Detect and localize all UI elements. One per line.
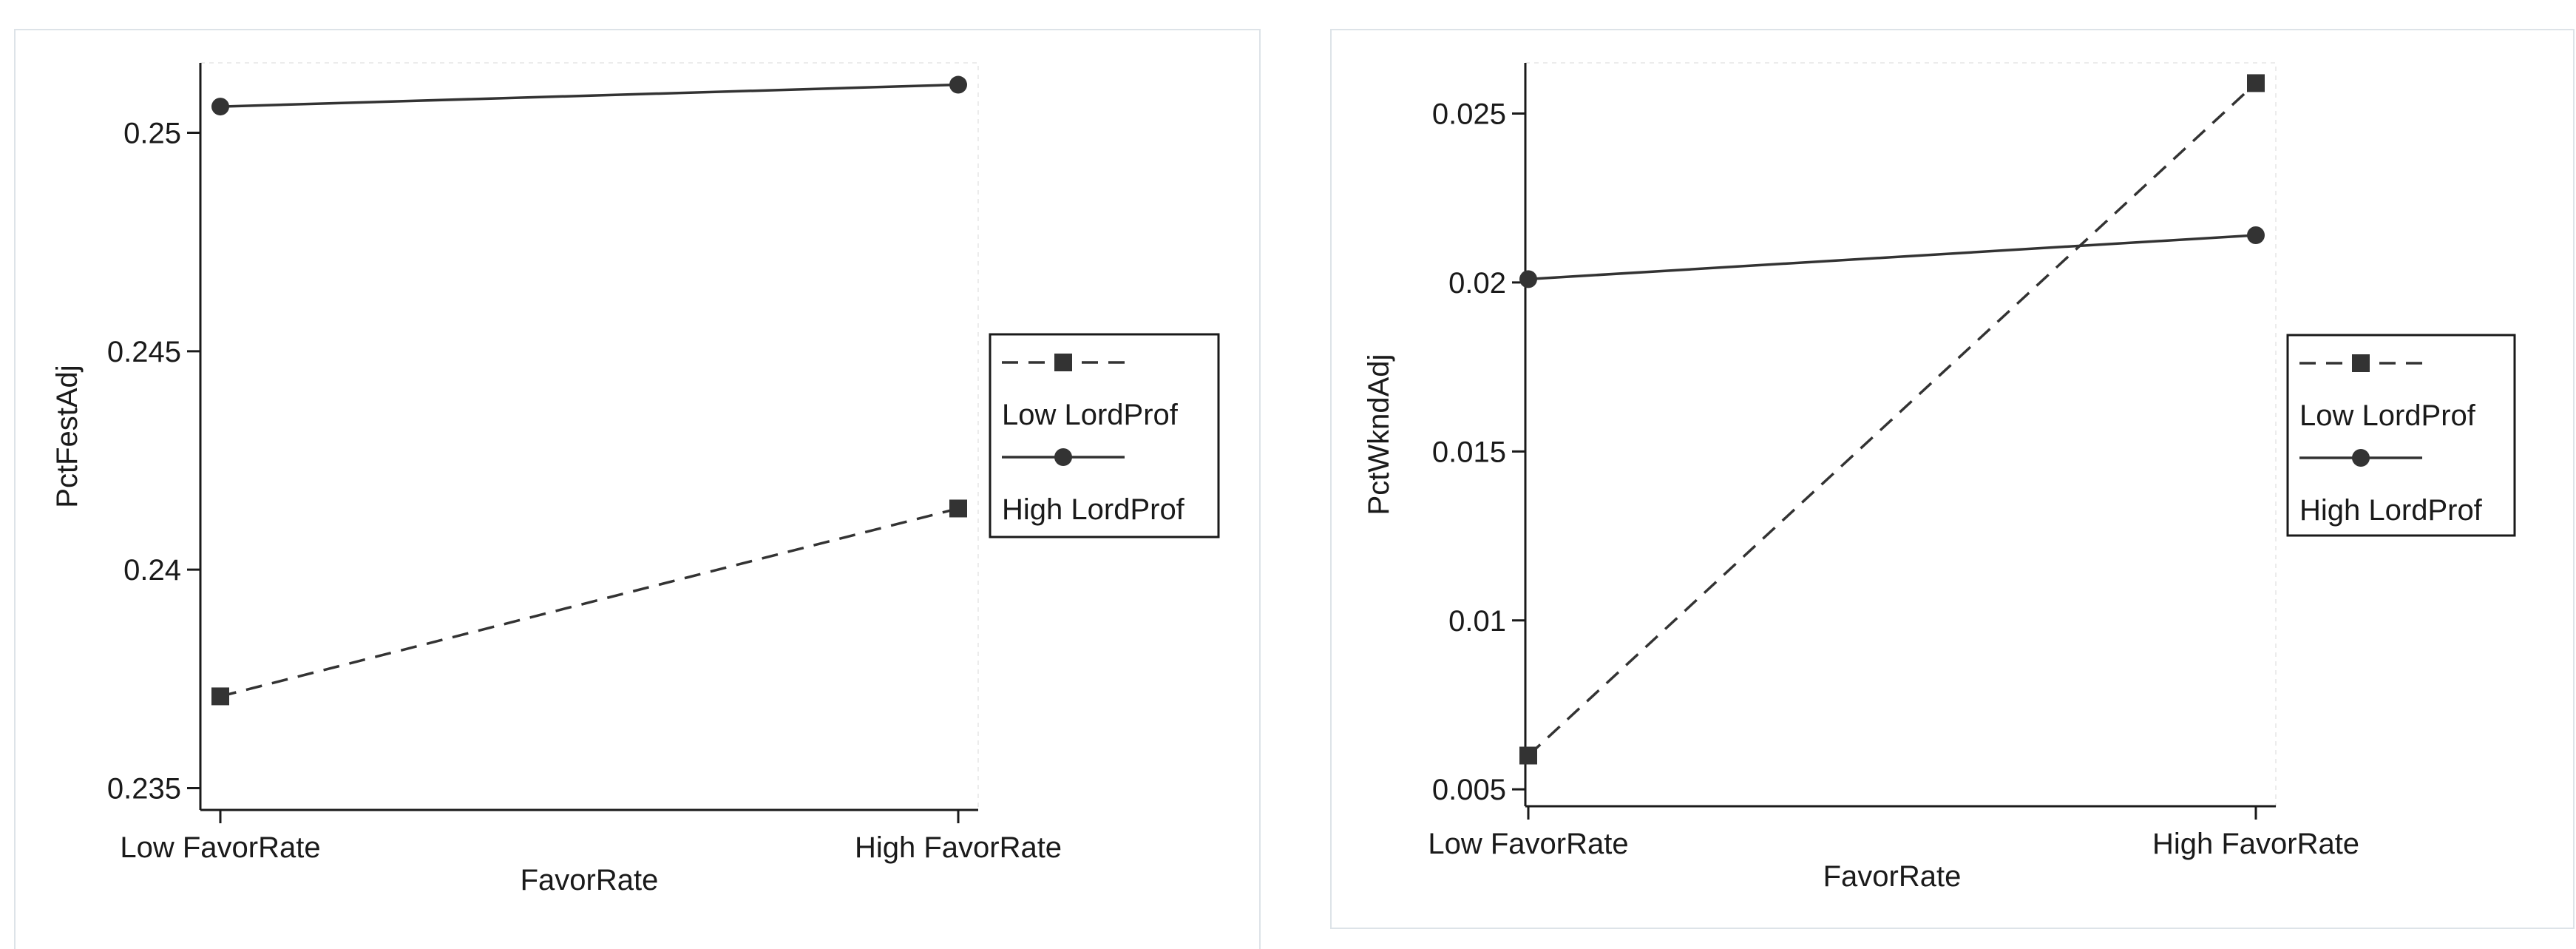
- series-2: [211, 75, 967, 116]
- y-tick-label: 0.25: [123, 118, 181, 150]
- y-axis-title: PctWkndAdj: [1363, 354, 1395, 516]
- legend: Low LordProf High LordProf: [989, 333, 1220, 538]
- x-tick-label: High FavorRate: [855, 831, 1062, 864]
- legend-key-marker: [2352, 449, 2370, 467]
- legend-label: High LordProf: [1002, 493, 1185, 526]
- y-tick-label: 0.01: [1448, 605, 1506, 638]
- series-line: [220, 83, 959, 108]
- y-axis-title: PctFestAdj: [51, 365, 84, 507]
- x-tick-label: Low FavorRate: [120, 831, 320, 864]
- data-point: [2247, 74, 2265, 92]
- data-point: [949, 499, 967, 518]
- y-tick-label: 0.24: [123, 554, 181, 587]
- legend-label: High LordProf: [2299, 494, 2483, 527]
- legend-label: Low LordProf: [2299, 399, 2476, 432]
- x-axis-title: FavorRate: [521, 864, 659, 896]
- legend-key-marker: [1054, 448, 1072, 466]
- y-tick-label: 0.015: [1432, 436, 1506, 468]
- data-point: [949, 75, 967, 94]
- data-point: [2247, 226, 2265, 244]
- x-tick-label: High FavorRate: [2152, 828, 2359, 860]
- legend-label: Low LordProf: [1002, 399, 1179, 431]
- data-point: [211, 98, 229, 116]
- legend-box: [2286, 334, 2516, 537]
- legend-key-marker: [1054, 354, 1072, 371]
- y-tick-label: 0.005: [1432, 774, 1506, 806]
- legend: Low LordProf High LordProf: [2286, 334, 2516, 537]
- x-tick-label: Low FavorRate: [1428, 828, 1628, 860]
- plot-region: [1525, 62, 2277, 807]
- series-line: [1527, 82, 2257, 757]
- legend-key-marker: [2352, 354, 2370, 372]
- y-tick-label: 0.245: [107, 336, 181, 368]
- series-1: [211, 499, 967, 706]
- data-point: [1519, 746, 1537, 765]
- series-line: [220, 507, 959, 698]
- y-tick-label: 0.02: [1448, 267, 1506, 300]
- y-tick-label: 0.235: [107, 772, 181, 805]
- chart-2: 0.005 0.01 0.015 0.02 0.025 Low FavorRate High…: [1330, 29, 2575, 929]
- y-tick-label: 0.025: [1432, 98, 1506, 131]
- data-point: [211, 687, 229, 706]
- series-2: [1519, 226, 2265, 288]
- series-1: [1519, 74, 2265, 765]
- chart-1: 0.235 0.24 0.245 0.25 Low FavorRate High Favo…: [14, 29, 1261, 949]
- x-axis-title: FavorRate: [1823, 860, 1962, 893]
- data-point: [1519, 270, 1537, 288]
- legend-box: [989, 333, 1220, 538]
- series-line: [1528, 234, 2257, 281]
